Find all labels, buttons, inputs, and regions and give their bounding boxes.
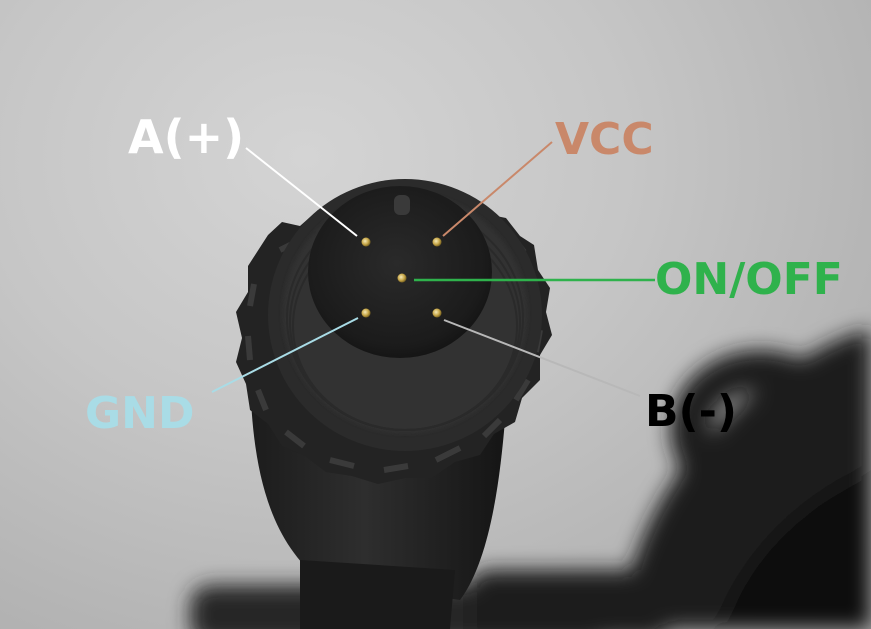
pin-gnd [361, 308, 371, 318]
pin-label-b-minus: B(-) [645, 386, 738, 437]
connector-face [308, 186, 492, 358]
leader-line-gnd [211, 317, 359, 393]
key-notch [394, 195, 410, 215]
pin-label-gnd: GND [85, 388, 195, 439]
pin-b-minus [432, 308, 442, 318]
background-blur-shape [190, 330, 871, 629]
pin-label-on-off: ON/OFF [655, 254, 843, 305]
pin-on-off [397, 273, 407, 283]
leader-line-b-minus [443, 319, 641, 397]
leader-line-vcc [442, 141, 553, 237]
leader-line-a-plus [245, 147, 358, 237]
pin-a-plus [361, 237, 371, 247]
pin-vcc [432, 237, 442, 247]
pin-label-vcc: VCC [555, 114, 654, 165]
cable [300, 560, 455, 629]
pin-label-a-plus: A(+) [128, 110, 245, 164]
